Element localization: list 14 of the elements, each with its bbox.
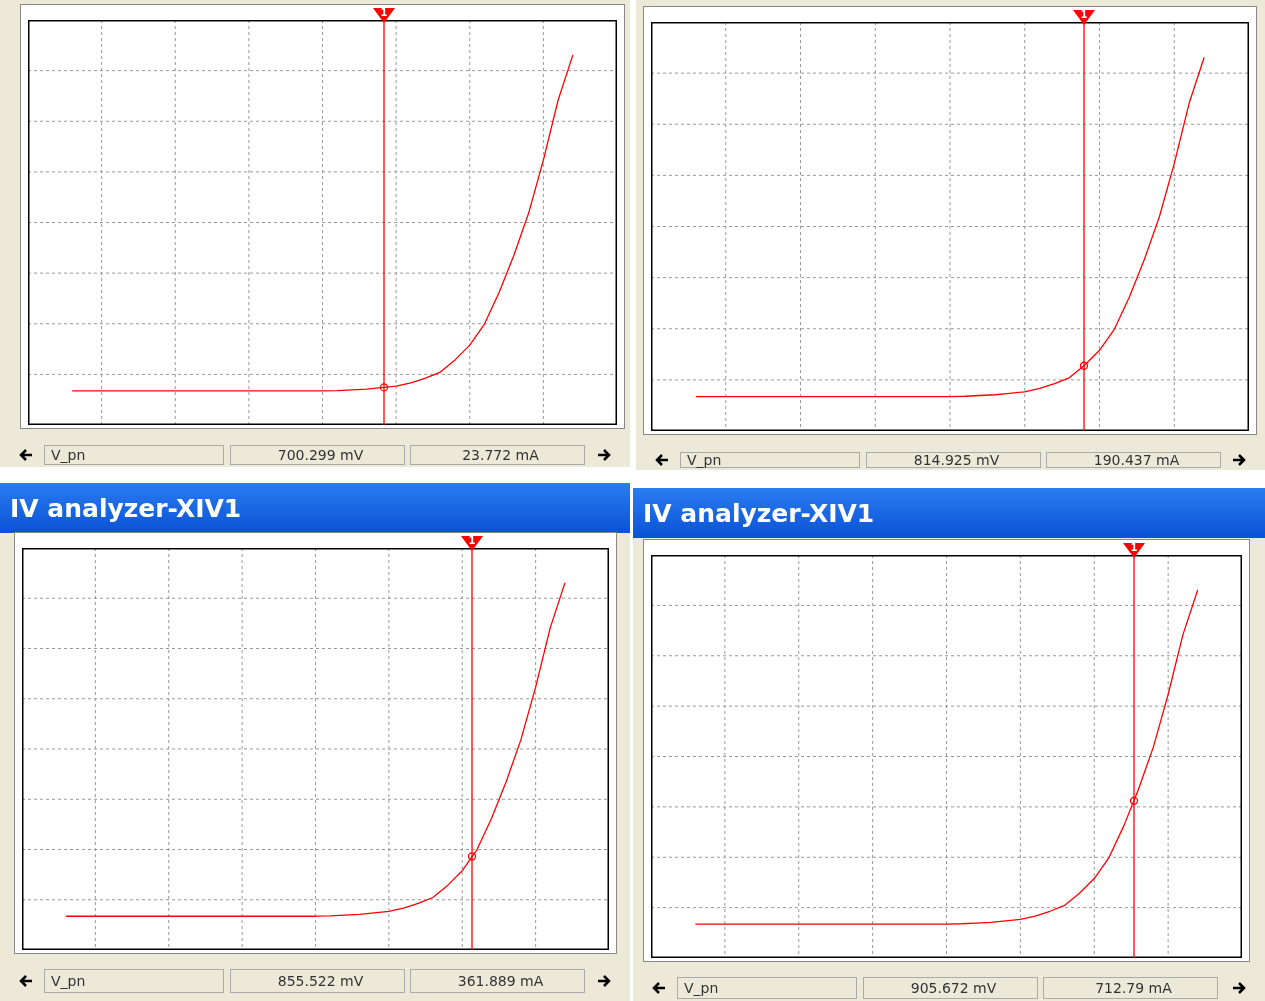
chart-title: IV analyzer-XIV1 xyxy=(633,488,1265,538)
text: V_pn xyxy=(44,445,224,465)
text: 23.772 mA xyxy=(410,445,585,465)
text: 712.79 mA xyxy=(1043,977,1218,999)
text: 361.889 mA xyxy=(410,969,585,993)
text: 190.437 mA xyxy=(1046,452,1221,468)
text: 855.522 mV xyxy=(230,969,405,993)
text: 700.299 mV xyxy=(230,445,405,465)
chart-title: IV analyzer-XIV1 xyxy=(0,483,630,533)
text: V_pn xyxy=(677,977,857,999)
text: 905.672 mV xyxy=(863,977,1038,999)
text: V_pn xyxy=(680,452,860,468)
text: 814.925 mV xyxy=(866,452,1041,468)
text: V_pn xyxy=(44,969,224,993)
